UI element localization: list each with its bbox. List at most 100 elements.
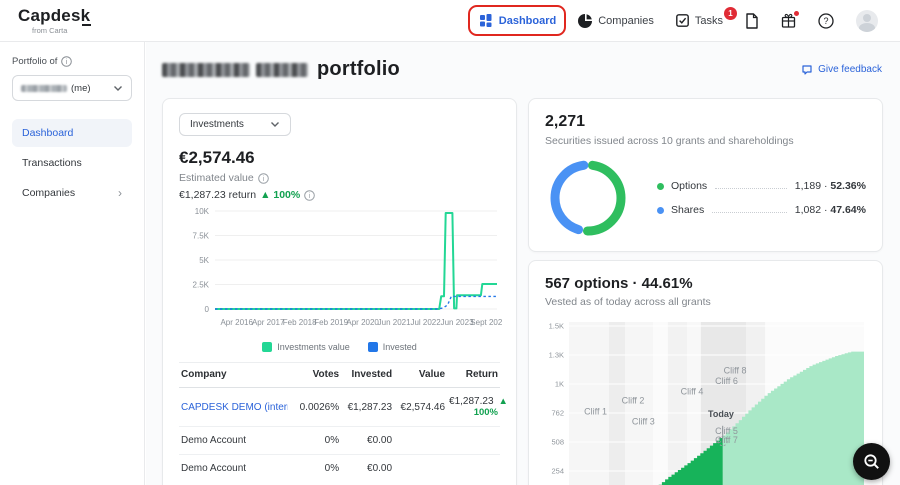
- nav-tasks-label: Tasks: [694, 14, 723, 27]
- gift-icon: [781, 13, 796, 28]
- svg-text:508: 508: [551, 438, 564, 447]
- give-feedback-link[interactable]: Give feedback: [801, 64, 882, 76]
- sidebar-item-transactions[interactable]: Transactions: [12, 149, 132, 177]
- sidebar-item-companies[interactable]: Companies ›: [12, 179, 132, 207]
- documents-button[interactable]: [745, 12, 759, 29]
- avatar-shoulders: [859, 22, 875, 32]
- svg-text:Cliff 4: Cliff 4: [681, 387, 704, 397]
- return-amount: €1,287.23 return: [179, 189, 257, 201]
- options-label: Options: [671, 180, 708, 192]
- svg-text:2.5K: 2.5K: [193, 281, 210, 290]
- owner-me-suffix: (me): [71, 82, 91, 94]
- company-cell[interactable]: CAPDESK DEMO (internal): [181, 401, 288, 413]
- help-button[interactable]: ?: [818, 12, 834, 29]
- svg-text:Cliff 8: Cliff 8: [724, 365, 747, 375]
- dashboard-grid-icon: [479, 14, 492, 27]
- nav-companies[interactable]: Companies: [578, 13, 654, 28]
- holdings-table: Company Votes Invested Value Return CAPDESK …: [179, 362, 508, 483]
- svg-text:1.3K: 1.3K: [549, 351, 564, 360]
- svg-text:Jun 2023: Jun 2023: [441, 318, 474, 327]
- nav-dashboard[interactable]: Dashboard: [467, 5, 567, 36]
- chevron-right-icon: ›: [118, 186, 122, 200]
- column-header: Return: [447, 362, 500, 388]
- info-icon: i: [61, 56, 73, 67]
- nav-tasks[interactable]: Tasks 1: [675, 7, 737, 27]
- return-line: €1,287.23 return ▲ 100% i: [179, 189, 500, 201]
- nav-dashboard-label: Dashboard: [498, 14, 557, 27]
- capdesk-logo[interactable]: Capdesk from Carta: [0, 7, 92, 35]
- estimated-value: €2,574.46: [179, 148, 255, 167]
- svg-text:i: i: [66, 59, 68, 66]
- svg-text:i: i: [262, 176, 264, 183]
- give-feedback-label: Give feedback: [818, 64, 882, 75]
- svg-text:Cliff 6: Cliff 6: [715, 376, 738, 386]
- redacted-owner-name: [21, 84, 67, 92]
- value-cell: 0%: [324, 463, 340, 474]
- help-icon: ?: [818, 12, 834, 29]
- chevron-down-icon: [114, 85, 122, 91]
- legend-row-shares: Shares 1,082 · 47.64%: [657, 204, 866, 216]
- page-title-row: portfolio Give feedback: [162, 58, 882, 81]
- sidebar-companies-label: Companies: [22, 187, 76, 199]
- svg-text:10K: 10K: [195, 207, 210, 216]
- shares-value: 1,082 · 47.64%: [794, 204, 866, 216]
- vesting-area-chart: 1.5K 1.3K 1K 762 508 254 Cliff 1 Cliff 2 Cliff 3…: [549, 322, 864, 485]
- left-sidebar: Portfolio of i (me) Dashboard Transactio…: [0, 42, 145, 485]
- company-cell: Demo Account: [181, 463, 247, 474]
- legend-item: Invested: [367, 342, 417, 352]
- column-header: Company: [179, 362, 289, 388]
- estimated-value-caption: Estimated value i: [179, 172, 500, 184]
- svg-text:i: i: [309, 193, 311, 200]
- svg-text:Cliff 3: Cliff 3: [632, 417, 655, 427]
- left-column: Investments €2,574.46 Estimated value i …: [162, 98, 517, 485]
- logo-underline: [82, 23, 92, 26]
- svg-text:Sept 2024: Sept 2024: [470, 318, 502, 327]
- info-icon[interactable]: i: [304, 189, 316, 201]
- svg-text:Cliff 1: Cliff 1: [584, 406, 607, 416]
- whats-new-button[interactable]: [781, 11, 799, 28]
- svg-text:762: 762: [551, 409, 564, 418]
- document-icon: [746, 12, 758, 29]
- top-navigation: Dashboard Companies Tasks 1: [467, 5, 900, 36]
- return-cell: €1,287.23 ▲ 100%: [447, 387, 508, 427]
- securities-donut-chart: [550, 160, 626, 236]
- info-icon[interactable]: i: [257, 172, 269, 184]
- portfolio-owner-select[interactable]: (me): [12, 75, 132, 101]
- table-row: CAPDESK DEMO (internal)0.0026%€1,287.23€…: [179, 387, 508, 427]
- investments-type-select[interactable]: Investments: [179, 113, 291, 136]
- svg-text:Apr 2017: Apr 2017: [252, 318, 285, 327]
- return-cell: [447, 455, 500, 483]
- dot-leader: [715, 188, 787, 189]
- value-cell: 0%: [288, 426, 342, 455]
- svg-text:Jul 2022: Jul 2022: [410, 318, 441, 327]
- legend-swatch: [367, 342, 378, 352]
- legend-row-options: Options 1,189 · 52.36%: [657, 180, 866, 192]
- svg-text:Feb 2018: Feb 2018: [283, 318, 317, 327]
- sidebar-dashboard-label: Dashboard: [22, 127, 74, 139]
- column-header: Votes: [288, 362, 342, 388]
- legend-swatch: [262, 342, 273, 352]
- nav-companies-label: Companies: [598, 14, 654, 27]
- dot-leader: [712, 212, 787, 213]
- svg-text:Cliff 7: Cliff 7: [715, 435, 738, 445]
- sidebar-item-dashboard[interactable]: Dashboard: [12, 119, 132, 147]
- top-header: Capdesk from Carta Dashboard Companies: [0, 0, 900, 42]
- return-cell: [447, 426, 500, 455]
- redacted-name-block-1: [162, 62, 250, 77]
- value-cell: €2,574.46: [394, 387, 448, 427]
- sidebar-nav: Dashboard Transactions Companies ›: [12, 119, 132, 207]
- user-avatar[interactable]: [856, 9, 878, 32]
- options-dot: [657, 182, 664, 190]
- redacted-name-block-2: [256, 62, 308, 77]
- tasks-checkbox-icon: [675, 14, 689, 27]
- svg-text:Today: Today: [708, 409, 734, 419]
- vesting-subtitle: Vested as of today across all grants: [545, 296, 711, 308]
- svg-text:7.5K: 7.5K: [193, 232, 210, 241]
- page-title: portfolio: [317, 58, 400, 80]
- securities-card: 2,271 Securities issued across 10 grants…: [528, 98, 883, 252]
- svg-text:Feb 2019: Feb 2019: [314, 318, 348, 327]
- svg-text:1K: 1K: [555, 380, 564, 389]
- screen-zoom-button[interactable]: [853, 443, 890, 480]
- notification-dot: [794, 11, 799, 16]
